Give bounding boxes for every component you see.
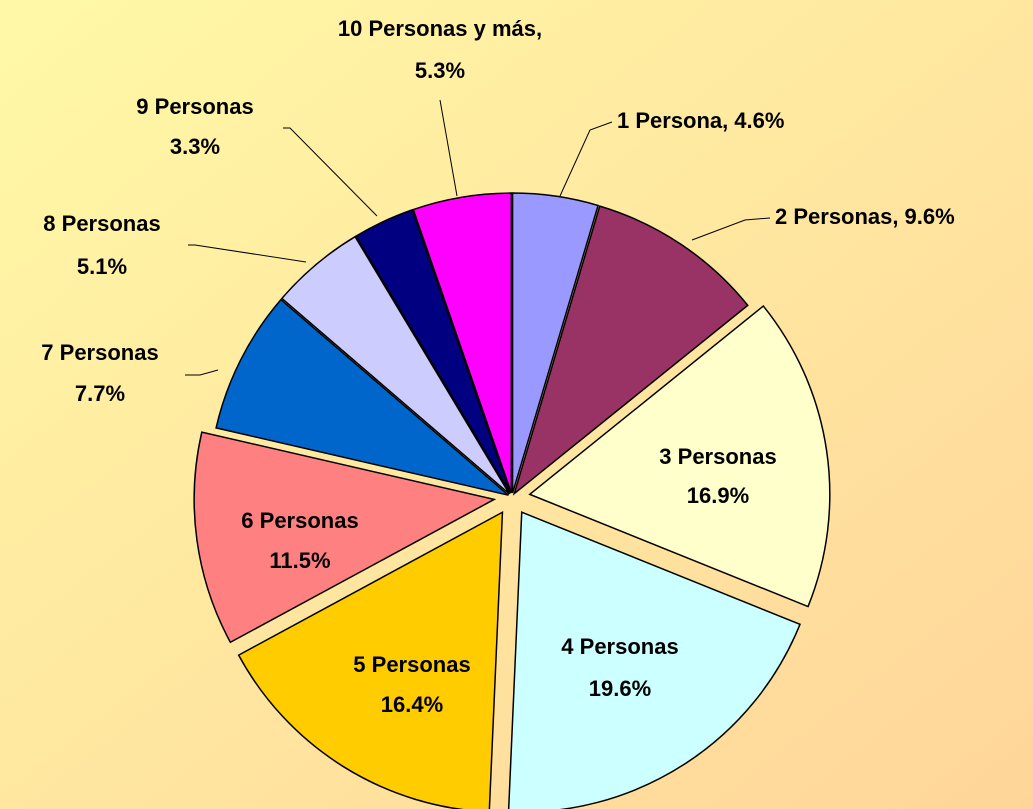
value-label: 5.1% bbox=[77, 254, 127, 279]
separator: , bbox=[892, 204, 898, 229]
slice-label: 1 Persona, 4.6% bbox=[617, 108, 784, 133]
value-label: 11.5% bbox=[269, 548, 330, 573]
category-label: 4 Personas bbox=[561, 634, 678, 659]
category-label: 10 Personas y más bbox=[338, 16, 536, 41]
leader-line bbox=[559, 121, 613, 197]
value-label: 9.6% bbox=[905, 204, 955, 229]
value-label: 16.9% bbox=[687, 483, 749, 508]
pie-slice bbox=[512, 205, 749, 496]
slice-label: 8 Personas bbox=[43, 211, 160, 236]
pie-slice bbox=[193, 431, 497, 644]
leader-line bbox=[188, 244, 307, 263]
slice-label: 4 Personas bbox=[561, 634, 678, 659]
value-label: 16.4% bbox=[381, 692, 443, 717]
category-label: 3 Personas bbox=[659, 444, 776, 469]
category-label: 9 Personas bbox=[136, 94, 253, 119]
value-label: 4.6% bbox=[734, 108, 784, 133]
pie-slice bbox=[511, 192, 600, 494]
slice-label: 2 Personas, 9.6% bbox=[775, 204, 955, 229]
pie-slice bbox=[354, 208, 512, 494]
category-label: 2 Personas bbox=[775, 204, 892, 229]
slice-label: 6 Personas bbox=[241, 508, 358, 533]
category-label: 8 Personas bbox=[43, 211, 160, 236]
leader-line bbox=[439, 99, 458, 197]
slice-label: 3 Personas bbox=[659, 444, 776, 469]
pie-slice bbox=[215, 298, 509, 496]
value-label: 19.6% bbox=[589, 676, 651, 701]
pie-slice bbox=[412, 192, 513, 494]
value-label: 3.3% bbox=[170, 134, 220, 159]
category-label: 5 Personas bbox=[353, 652, 470, 677]
leader-line bbox=[691, 217, 771, 241]
category-label: 6 Personas bbox=[241, 508, 358, 533]
separator: , bbox=[536, 16, 542, 41]
slice-label: 9 Personas bbox=[136, 94, 253, 119]
slice-label: 10 Personas y más, bbox=[338, 16, 542, 41]
pie-slice bbox=[280, 235, 511, 495]
category-label: 7 Personas bbox=[41, 340, 158, 365]
category-label: 1 Persona bbox=[617, 108, 723, 133]
value-label: 7.7% bbox=[75, 381, 125, 406]
separator: , bbox=[722, 108, 728, 133]
value-label: 5.3% bbox=[415, 58, 465, 83]
slice-label: 5 Personas bbox=[353, 652, 470, 677]
leader-line bbox=[283, 127, 378, 217]
pie-slice bbox=[507, 511, 801, 809]
slice-label: 7 Personas bbox=[41, 340, 158, 365]
pie-slice bbox=[528, 304, 831, 608]
leader-line bbox=[185, 369, 219, 376]
